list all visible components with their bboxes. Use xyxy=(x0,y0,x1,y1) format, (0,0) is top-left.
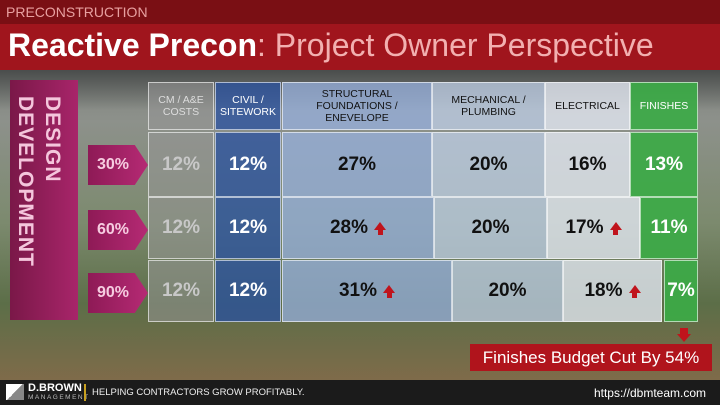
cell-value: 7% xyxy=(667,280,695,301)
row-label-arrow xyxy=(88,273,148,313)
cell-value: 20% xyxy=(488,280,527,301)
cell-value: 31% xyxy=(338,280,378,301)
column-header: CM / A&E COSTS xyxy=(148,82,214,130)
table-cell: 18% xyxy=(563,260,662,322)
up-arrow xyxy=(628,285,641,298)
url: https://dbmteam.com xyxy=(593,386,706,400)
table-cell: 12% xyxy=(148,132,214,197)
title-band xyxy=(0,24,720,70)
cell-value: 12% xyxy=(228,153,268,175)
column-header: STRUCTURAL FOUNDATIONS / ENEVELOPE xyxy=(282,82,432,130)
tagline: HELPING CONTRACTORS GROW PROFITABLY. xyxy=(92,387,305,398)
row-label: 90% xyxy=(96,284,130,301)
row-label: 30% xyxy=(96,156,130,173)
cell-value: 12% xyxy=(228,217,268,238)
table-cell: 11% xyxy=(640,197,698,259)
cell-value: 12% xyxy=(161,217,201,238)
table-cell: 20% xyxy=(432,132,545,197)
table-cell: 28% xyxy=(282,197,434,259)
column-header: CIVIL / SITEWORK xyxy=(215,82,281,130)
cell-value: 13% xyxy=(644,153,684,175)
cell-value: 17% xyxy=(565,217,604,238)
cell-value: 27% xyxy=(337,153,377,175)
cell-value: 12% xyxy=(161,280,201,301)
row-label-arrow xyxy=(88,210,148,250)
table-cell: 12% xyxy=(215,260,281,322)
table-cell: 13% xyxy=(630,132,698,197)
footer-divider xyxy=(84,384,86,401)
cell-value: 28% xyxy=(329,217,369,238)
down-arrow-stem xyxy=(680,328,688,334)
logo-icon xyxy=(6,384,24,400)
top-strip xyxy=(0,0,720,24)
row-label-arrow xyxy=(88,145,148,185)
column-header: MECHANICAL / PLUMBING xyxy=(432,82,545,130)
cell-value: 12% xyxy=(228,280,268,301)
column-header: ELECTRICAL xyxy=(545,82,630,130)
table-cell: 20% xyxy=(434,197,547,259)
up-arrow xyxy=(609,222,622,235)
title: Reactive Precon: Project Owner Perspecti… xyxy=(8,27,654,64)
up-arrow xyxy=(383,285,396,298)
table-cell: 20% xyxy=(452,260,563,322)
title-bold: Reactive Precon xyxy=(8,27,258,63)
cell-value: 20% xyxy=(471,217,510,238)
up-arrow xyxy=(374,222,387,235)
cell-value: 12% xyxy=(161,153,201,175)
section-label: PRECONSTRUCTION xyxy=(6,4,148,20)
table-cell: 16% xyxy=(545,132,630,197)
table-cell: 12% xyxy=(148,260,214,322)
cell-value: 18% xyxy=(584,280,623,301)
table-cell: 17% xyxy=(547,197,640,259)
table-cell: 7% xyxy=(664,260,698,322)
cell-value: 11% xyxy=(650,217,688,238)
row-label: 60% xyxy=(96,221,130,238)
side-banner xyxy=(10,80,78,320)
cell-value: 16% xyxy=(568,153,607,175)
down-arrow-head xyxy=(677,334,691,342)
cell-value: 20% xyxy=(469,153,508,175)
logo-name: D.BROWN xyxy=(28,382,82,394)
table-cell: 27% xyxy=(282,132,432,197)
table-cell: 12% xyxy=(215,197,281,259)
callout: Finishes Budget Cut By 54% xyxy=(470,344,712,371)
logo-sub: MANAGEMENT xyxy=(28,394,90,401)
table-cell: 12% xyxy=(148,197,214,259)
column-header: FINISHES xyxy=(630,82,698,130)
footer xyxy=(0,380,720,405)
side-label: DESIGN DEVELOPMENT xyxy=(14,96,64,267)
title-rest: : Project Owner Perspective xyxy=(257,27,654,63)
table-cell: 12% xyxy=(215,132,281,197)
table-cell: 31% xyxy=(282,260,452,322)
